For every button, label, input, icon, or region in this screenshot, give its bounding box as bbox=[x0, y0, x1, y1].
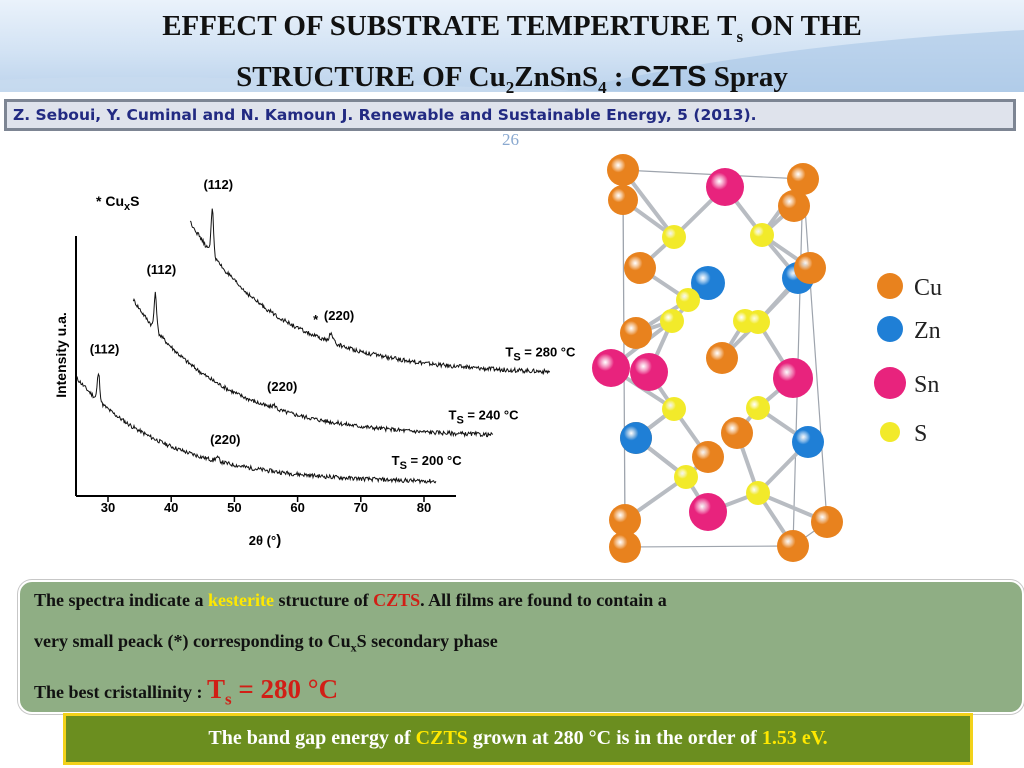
cu-atom bbox=[778, 190, 810, 222]
slide-title: EFFECT OF SUBSTRATE TEMPERTURE Ts ON THE… bbox=[162, 10, 862, 97]
findings-line-3: The best cristallinity : Ts = 280 °C bbox=[34, 674, 339, 709]
cu-atom bbox=[624, 252, 656, 284]
citation-box: Z. Seboui, Y. Cuminal and N. Kamoun J. R… bbox=[4, 99, 1016, 131]
secondary-phase-marker: * bbox=[313, 312, 319, 327]
peak-label: (112) bbox=[90, 342, 120, 357]
x-tick-label: 40 bbox=[164, 500, 178, 515]
cu-atom bbox=[609, 531, 641, 563]
secondary-phase-legend: * CuxS bbox=[96, 193, 139, 213]
sn-atom bbox=[689, 493, 727, 531]
citation-text: Z. Seboui, Y. Cuminal and N. Kamoun J. R… bbox=[13, 106, 757, 124]
peak-label: (112) bbox=[147, 262, 177, 277]
sn-atom bbox=[773, 358, 813, 398]
atom-legend: Cu Zn Sn S bbox=[874, 273, 942, 447]
xrd-trace bbox=[76, 372, 437, 485]
legend-cu-label: Cu bbox=[914, 275, 942, 301]
findings-box: The spectra indicate a kesterite structu… bbox=[18, 580, 1024, 714]
sn-atom bbox=[630, 353, 668, 391]
legend-sn-swatch bbox=[874, 367, 906, 399]
s-atom bbox=[746, 396, 770, 420]
sn-atom bbox=[592, 349, 630, 387]
xrd-trace bbox=[132, 291, 494, 438]
cu-atom bbox=[721, 417, 753, 449]
best-crystallinity-value: Ts = 280 °C bbox=[207, 674, 339, 709]
zn-atom bbox=[691, 266, 725, 300]
bandgap-box: The band gap energy of CZTS grown at 280… bbox=[63, 713, 973, 765]
xrd-chart: 30 40 50 60 70 80 (112)(220)TS = 200 °C(112)(… bbox=[53, 177, 576, 549]
cu-atom bbox=[609, 504, 641, 536]
peak-label: (220) bbox=[210, 432, 240, 447]
cu-atom bbox=[608, 185, 638, 215]
x-axis-label: 2θ (°) bbox=[249, 532, 281, 549]
x-tick-label: 50 bbox=[227, 500, 241, 515]
legend-s-swatch bbox=[880, 422, 900, 442]
s-atom bbox=[750, 223, 774, 247]
cu-atom bbox=[706, 342, 738, 374]
slide-number: 26 bbox=[502, 130, 519, 149]
x-tick-label: 30 bbox=[101, 500, 115, 515]
series-label: TS = 200 °C bbox=[392, 453, 463, 472]
legend-s-label: S bbox=[914, 421, 927, 447]
sn-atom bbox=[706, 168, 744, 206]
peak-label: (220) bbox=[324, 308, 354, 323]
czts-crystal-structure: Cu Zn Sn S bbox=[592, 154, 942, 563]
zn-atom bbox=[620, 422, 652, 454]
x-tick-label: 60 bbox=[290, 500, 304, 515]
cu-atom bbox=[787, 163, 819, 195]
s-atom bbox=[660, 309, 684, 333]
series-ts-2: (112) (220) TS = 240 °C bbox=[132, 262, 520, 438]
s-atom bbox=[676, 288, 700, 312]
s-atom bbox=[662, 397, 686, 421]
peak-label: (112) bbox=[203, 177, 233, 192]
cu-atom bbox=[811, 506, 843, 538]
cu-atom bbox=[607, 154, 639, 186]
s-atom bbox=[746, 310, 770, 334]
header-wave-decoration bbox=[0, 30, 1024, 92]
legend-sn-label: Sn bbox=[914, 372, 939, 398]
cu-atom bbox=[794, 252, 826, 284]
bandgap-text: The band gap energy of CZTS grown at 280… bbox=[208, 727, 828, 749]
legend-cu-swatch bbox=[877, 273, 903, 299]
cu-atom bbox=[777, 530, 809, 562]
s-atom bbox=[674, 465, 698, 489]
series-ts-3: (112) (220) * TS = 280 °C bbox=[189, 177, 576, 376]
cu-atom bbox=[620, 317, 652, 349]
zn-atom bbox=[792, 426, 824, 458]
x-tick-label: 80 bbox=[417, 500, 431, 515]
s-atom bbox=[746, 481, 770, 505]
findings-line-2: very small peack (*) corresponding to Cu… bbox=[34, 631, 498, 655]
legend-zn-swatch bbox=[877, 316, 903, 342]
findings-line-1: The spectra indicate a kesterite structu… bbox=[34, 590, 667, 610]
s-atom bbox=[662, 225, 686, 249]
series-label: TS = 280 °C bbox=[505, 344, 576, 363]
peak-label: (220) bbox=[267, 379, 297, 394]
series-label: TS = 240 °C bbox=[449, 407, 520, 426]
xrd-trace bbox=[189, 208, 551, 376]
y-axis-label: Intensity u.a. bbox=[53, 312, 69, 398]
series-ts-1: (112) (220) TS = 200 °C bbox=[76, 342, 463, 485]
cu-atom bbox=[692, 441, 724, 473]
legend-zn-label: Zn bbox=[914, 318, 941, 344]
x-tick-label: 70 bbox=[354, 500, 368, 515]
